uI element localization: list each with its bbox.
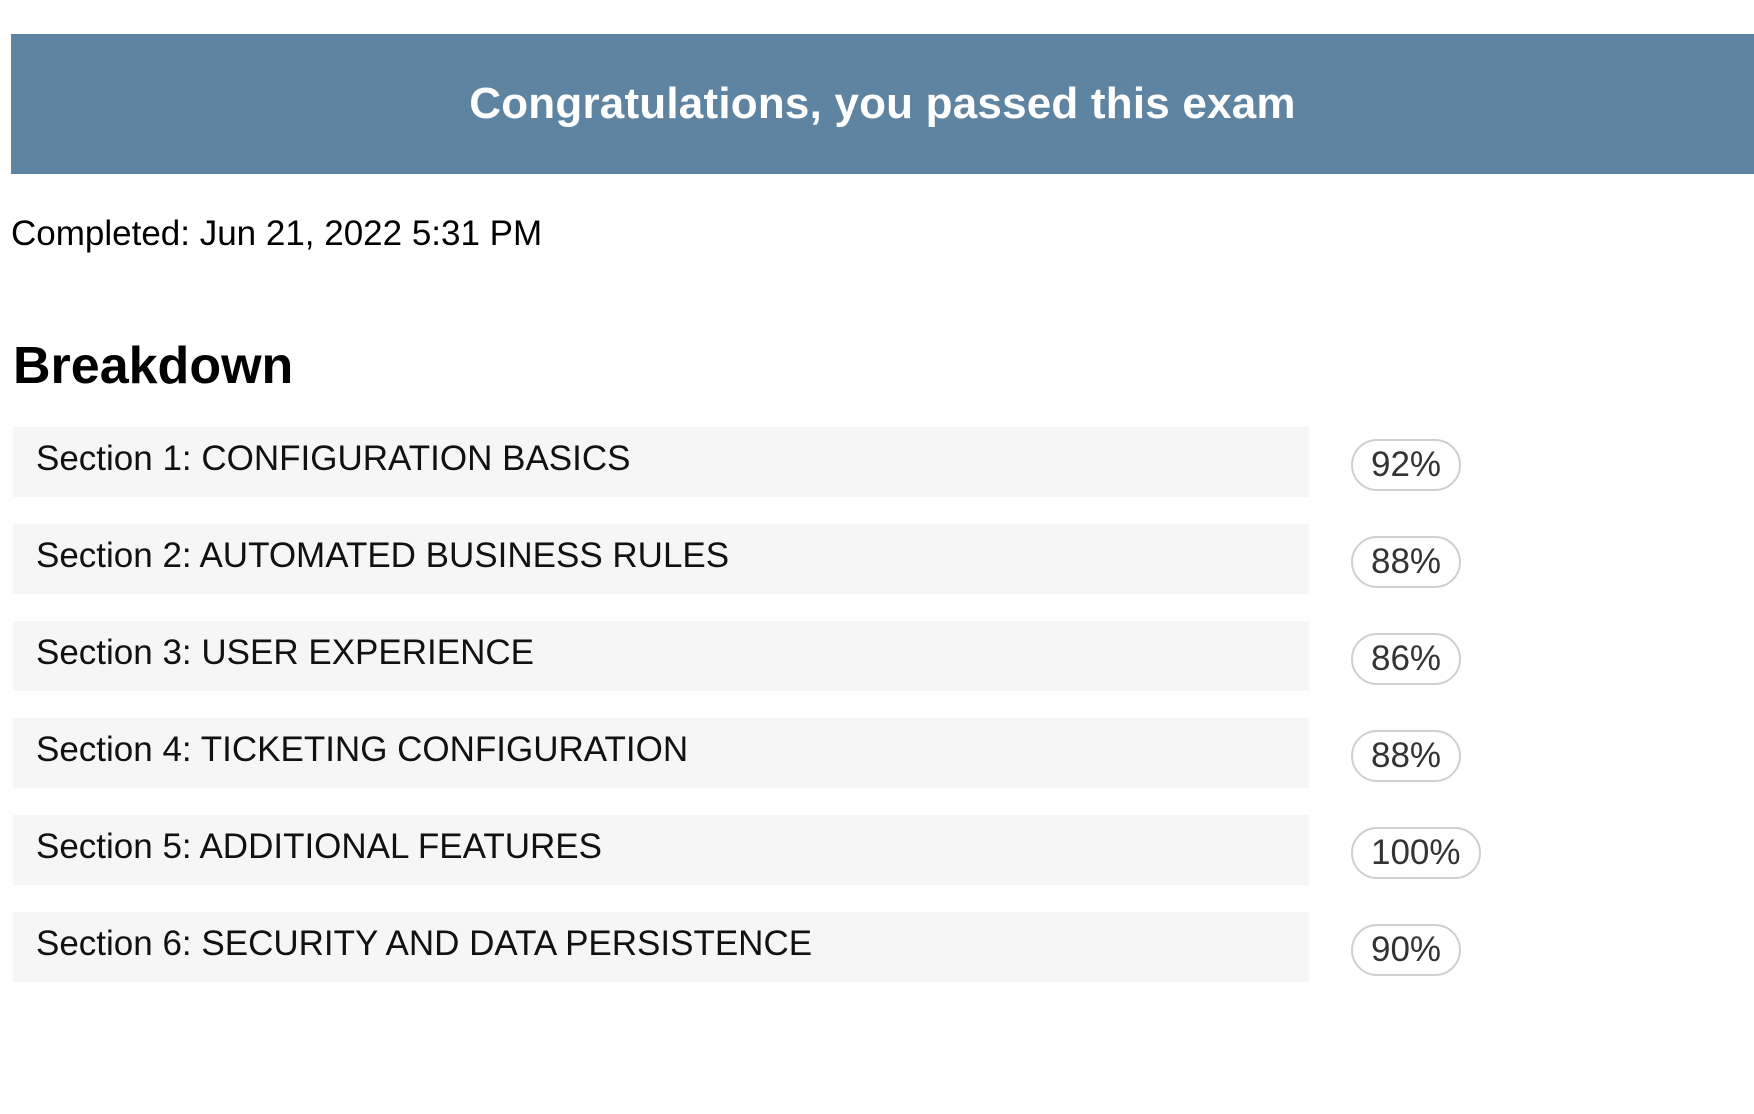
- section-score-badge: 90%: [1351, 924, 1462, 976]
- section-box: Section 5: ADDITIONAL FEATURES: [13, 815, 1309, 885]
- section-row: Section 2: AUTOMATED BUSINESS RULES 88%: [13, 524, 1478, 621]
- section-score-badge: 100%: [1351, 827, 1481, 879]
- section-box: Section 3: USER EXPERIENCE: [13, 621, 1309, 691]
- section-score-badge: 88%: [1351, 730, 1462, 782]
- section-row: Section 3: USER EXPERIENCE 86%: [13, 621, 1478, 718]
- section-label: Section 3: USER EXPERIENCE: [36, 633, 534, 672]
- section-label: Section 5: ADDITIONAL FEATURES: [36, 827, 602, 866]
- result-banner: Congratulations, you passed this exam: [11, 34, 1754, 174]
- section-breakdown-list: Section 1: CONFIGURATION BASICS 92% Sect…: [13, 427, 1481, 1009]
- section-label: Section 6: SECURITY AND DATA PERSISTENCE: [36, 924, 813, 963]
- section-row: Section 5: ADDITIONAL FEATURES 100%: [13, 815, 1481, 912]
- section-label: Section 4: TICKETING CONFIGURATION: [36, 730, 689, 769]
- result-banner-title: Congratulations, you passed this exam: [469, 79, 1296, 128]
- section-box: Section 4: TICKETING CONFIGURATION: [13, 718, 1309, 788]
- section-row: Section 1: CONFIGURATION BASICS 92%: [13, 427, 1478, 524]
- section-box: Section 2: AUTOMATED BUSINESS RULES: [13, 524, 1309, 594]
- breakdown-heading: Breakdown: [13, 337, 294, 395]
- completed-timestamp: Completed: Jun 21, 2022 5:31 PM: [11, 214, 543, 253]
- section-box: Section 6: SECURITY AND DATA PERSISTENCE: [13, 912, 1309, 982]
- section-label: Section 2: AUTOMATED BUSINESS RULES: [36, 536, 730, 575]
- section-label: Section 1: CONFIGURATION BASICS: [36, 439, 631, 478]
- section-score-badge: 92%: [1351, 439, 1462, 491]
- section-score-badge: 88%: [1351, 536, 1462, 588]
- section-row: Section 6: SECURITY AND DATA PERSISTENCE…: [13, 912, 1478, 1009]
- section-row: Section 4: TICKETING CONFIGURATION 88%: [13, 718, 1478, 815]
- section-box: Section 1: CONFIGURATION BASICS: [13, 427, 1309, 497]
- section-score-badge: 86%: [1351, 633, 1462, 685]
